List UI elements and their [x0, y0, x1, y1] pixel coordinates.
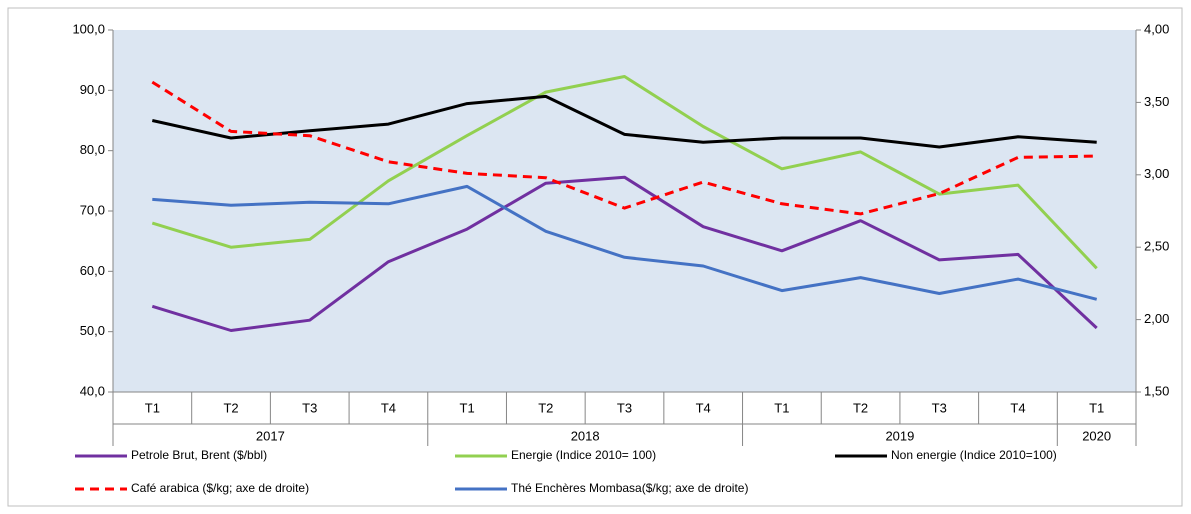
- plot-area: [113, 30, 1136, 392]
- y2-tick-label: 4,00: [1144, 21, 1169, 36]
- y2-tick-label: 1,50: [1144, 383, 1169, 398]
- y-tick-label: 70,0: [80, 202, 105, 217]
- y-tick-label: 40,0: [80, 383, 105, 398]
- x-tick-label: T3: [302, 400, 317, 415]
- x-tick-label: T1: [460, 400, 475, 415]
- series-line: [152, 184, 1098, 301]
- y-tick-label: 90,0: [80, 82, 105, 97]
- x-tick-label: T4: [381, 400, 396, 415]
- y2-tick-label: 3,00: [1144, 166, 1169, 181]
- legend-label: Thé Enchères Mombasa($/kg; axe de droite…: [511, 481, 748, 495]
- x-tick-label: T1: [1089, 400, 1104, 415]
- series-line: [151, 75, 1098, 270]
- group-label: 2017: [256, 428, 285, 443]
- x-tick-label: T2: [223, 400, 238, 415]
- x-tick-label: T3: [617, 400, 632, 415]
- series-line: [151, 175, 1098, 332]
- x-tick-label: T2: [538, 400, 553, 415]
- series-line: [151, 94, 1097, 149]
- legend-label: Energie (Indice 2010= 100): [511, 448, 656, 462]
- x-tick-label: T2: [853, 400, 868, 415]
- legend-label: Petrole Brut, Brent ($/bbl): [131, 448, 267, 462]
- y2-tick-label: 2,00: [1144, 311, 1169, 326]
- y2-tick-label: 2,50: [1144, 239, 1169, 254]
- series-line: [151, 80, 1097, 216]
- y-tick-label: 80,0: [80, 142, 105, 157]
- group-label: 2019: [885, 428, 914, 443]
- x-tick-label: T1: [145, 400, 160, 415]
- y-tick-label: 60,0: [80, 263, 105, 278]
- y2-tick-label: 3,50: [1144, 94, 1169, 109]
- legend-label: Non energie (Indice 2010=100): [891, 448, 1057, 462]
- y-tick-label: 50,0: [80, 323, 105, 338]
- x-tick-label: T3: [932, 400, 947, 415]
- group-label: 2018: [571, 428, 600, 443]
- y-tick-label: 100,0: [72, 21, 105, 36]
- legend-label: Café arabica ($/kg; axe de droite): [131, 481, 309, 495]
- x-tick-label: T4: [1010, 400, 1025, 415]
- x-tick-label: T4: [696, 400, 711, 415]
- x-tick-label: T1: [774, 400, 789, 415]
- group-label: 2020: [1082, 428, 1111, 443]
